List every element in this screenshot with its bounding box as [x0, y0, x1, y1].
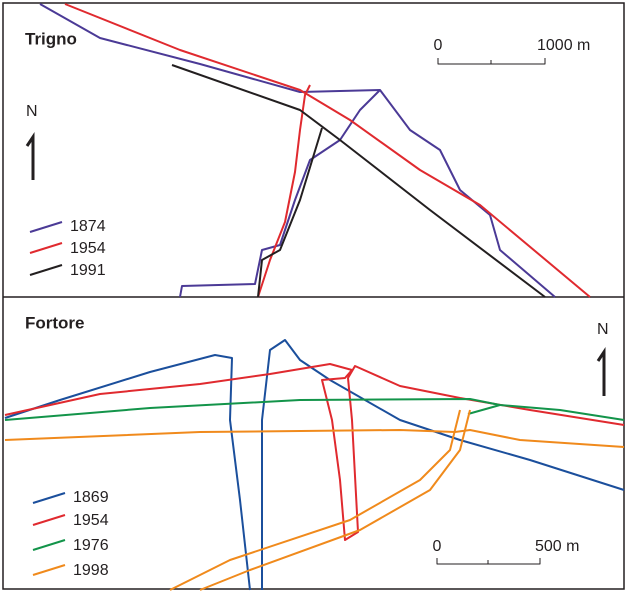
- legend-label: 1954: [73, 512, 109, 529]
- channel-1954: [64, 3, 591, 298]
- channel-1976: [4, 398, 625, 421]
- panel-title: Fortore: [25, 313, 85, 332]
- trigno-channels: [39, 3, 591, 298]
- north-arrow: [25, 132, 35, 180]
- panel-title: Trigno: [25, 29, 77, 48]
- fortore-channels: [4, 339, 625, 591]
- legend-swatch: [29, 242, 63, 254]
- channel-1874-branch: [179, 89, 381, 298]
- legend-swatch: [29, 264, 63, 276]
- north-arrow: [596, 347, 606, 396]
- legend-swatch: [32, 514, 66, 526]
- scale-bar: [437, 58, 546, 65]
- north-label: N: [26, 103, 38, 120]
- frame: [2, 2, 625, 590]
- channel-1998-branch: [169, 409, 461, 591]
- legend-swatch: [29, 221, 63, 233]
- channel-1998-branch: [199, 409, 471, 591]
- legend-label: 1874: [70, 218, 106, 235]
- legend-label: 1991: [70, 262, 106, 279]
- legend-label: 1998: [73, 562, 109, 579]
- channel-1874: [39, 3, 556, 298]
- channel-1954: [4, 363, 625, 541]
- legend-swatch: [32, 492, 66, 504]
- scale-end: 500 m: [535, 538, 579, 555]
- scale-bar: [436, 558, 541, 565]
- channel-1991-branch: [257, 127, 323, 298]
- scale-end: 1000 m: [537, 37, 590, 54]
- legend-swatch: [32, 564, 66, 576]
- channel-1869-branch: [261, 339, 625, 590]
- legend-label: 1869: [73, 489, 109, 506]
- channel-1976-branch: [467, 404, 501, 415]
- north-label: N: [597, 321, 609, 338]
- channel-1998: [4, 429, 625, 448]
- legend-swatch: [32, 539, 66, 551]
- scale-start: 0: [434, 37, 443, 54]
- legend-label: 1976: [73, 537, 109, 554]
- legend-label: 1954: [70, 240, 106, 257]
- scale-start: 0: [433, 538, 442, 555]
- channel-1869: [4, 354, 251, 591]
- channel-1991: [171, 64, 546, 298]
- channel-1954-branch: [257, 84, 311, 298]
